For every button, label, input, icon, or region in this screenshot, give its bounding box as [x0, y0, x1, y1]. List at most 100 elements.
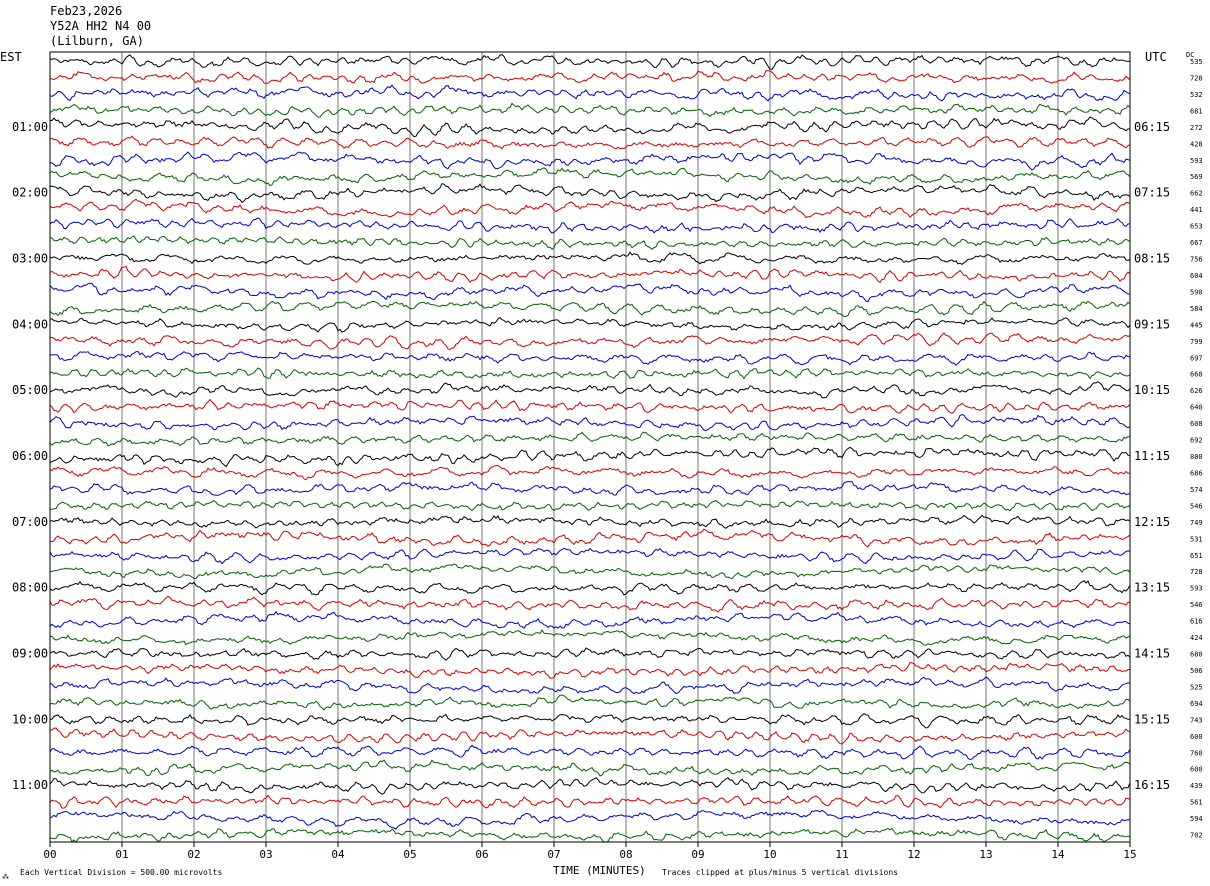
x-tick-label: 03: [259, 848, 272, 861]
trace-line: [50, 332, 1131, 351]
utc-hour-label: 14:15: [1134, 647, 1170, 661]
trace-line: [50, 350, 1131, 366]
dc-offset-label: 799: [1190, 338, 1203, 346]
dc-offset-label: 525: [1190, 683, 1203, 691]
trace-line: [49, 414, 1131, 432]
dc-offset-label: 584: [1190, 305, 1203, 313]
dc-offset-label: 692: [1190, 437, 1203, 445]
dc-offset-label: 626: [1190, 387, 1203, 395]
trace-line: [49, 464, 1131, 481]
dc-offset-label: 743: [1190, 716, 1203, 724]
x-tick-label: 15: [1123, 848, 1136, 861]
dc-offset-labels: 535 728 532 681 272 428 593 569 662 441 653 667 756 6…: [1190, 58, 1203, 840]
trace-line: [49, 776, 1131, 795]
trace-line: [49, 367, 1131, 380]
x-tick-label: 11: [835, 848, 848, 861]
header-date: Feb23,2026: [50, 4, 123, 18]
trace-line: [49, 759, 1131, 777]
trace-line: [49, 661, 1130, 679]
trace-line: [49, 827, 1131, 844]
dc-offset-label: 594: [1190, 815, 1203, 823]
trace-line: [49, 116, 1131, 138]
x-tick-label: 12: [907, 848, 920, 861]
trace-line: [49, 54, 1131, 70]
x-tick-label: 01: [115, 848, 128, 861]
dc-offset-label: 546: [1190, 601, 1203, 609]
dc-offset-label: 760: [1190, 749, 1203, 757]
dc-offset-label: 593: [1190, 585, 1203, 593]
est-hour-label: 10:00: [12, 712, 48, 726]
trace-line: [49, 446, 1131, 468]
plot-frame: [49, 51, 1131, 843]
trace-line: [49, 727, 1131, 745]
x-tick-label: 02: [187, 848, 200, 861]
utc-hour-label: 10:15: [1134, 383, 1170, 397]
dc-offset-label: 593: [1190, 157, 1203, 165]
clip-note: Traces clipped at plus/minus 5 vertical …: [662, 868, 898, 877]
dc-offset-label: 800: [1190, 453, 1203, 461]
trace-line: [49, 316, 1131, 333]
dc-header-label: DC: [1186, 51, 1194, 59]
x-tick-label: 13: [979, 848, 992, 861]
trace-line: [49, 398, 1131, 414]
scale-note: Each Vertical Division = 500.00 microvol…: [20, 868, 222, 877]
header-location: (Lilburn, GA): [50, 34, 144, 48]
trace-line: [49, 183, 1131, 203]
dc-offset-label: 668: [1190, 371, 1203, 379]
dc-offset-label: 608: [1190, 420, 1203, 428]
dc-offset-label: 728: [1190, 568, 1203, 576]
trace-line: [49, 580, 1131, 596]
trace-line: [49, 431, 1131, 447]
trace-line: [49, 151, 1131, 171]
x-tick-label: 14: [1051, 848, 1065, 861]
x-tick-label: 06: [475, 848, 488, 861]
dc-offset-label: 662: [1190, 190, 1203, 198]
trace-line: [49, 300, 1131, 318]
dc-offset-label: 702: [1190, 832, 1203, 840]
grid-lines: [121, 52, 1059, 842]
est-hour-label: 08:00: [12, 581, 48, 595]
dc-offset-label: 694: [1190, 700, 1203, 708]
trace-line: [49, 547, 1131, 565]
utc-hour-label: 13:15: [1134, 581, 1170, 595]
trace-line: [50, 712, 1131, 729]
utc-hour-label: 08:15: [1134, 252, 1170, 266]
dc-offset-label: 424: [1190, 634, 1203, 642]
utc-hour-label: 15:15: [1134, 712, 1170, 726]
dc-offset-label: 590: [1190, 288, 1203, 296]
dc-offset-label: 667: [1190, 239, 1203, 247]
dc-offset-label: 686: [1190, 469, 1203, 477]
trace-line: [49, 481, 1131, 496]
dc-offset-label: 697: [1190, 354, 1203, 362]
est-hour-label: 02:00: [12, 186, 48, 200]
utc-hour-label: 09:15: [1134, 317, 1170, 331]
dc-offset-label: 749: [1190, 519, 1203, 527]
dc-offset-label: 532: [1190, 91, 1203, 99]
trace-line: [49, 514, 1131, 529]
utc-hour-label: 07:15: [1134, 186, 1170, 200]
est-hour-label: 09:00: [12, 647, 48, 661]
utc-hour-label: 12:15: [1134, 515, 1170, 529]
seismic-traces: [49, 54, 1131, 844]
trace-line: [49, 102, 1131, 118]
dc-offset-label: 653: [1190, 223, 1203, 231]
x-axis-title: TIME (MINUTES): [553, 864, 646, 877]
x-tick-label: 05: [403, 848, 416, 861]
trace-line: [50, 528, 1131, 548]
trace-line: [49, 84, 1131, 102]
trace-line: [49, 809, 1131, 830]
dc-offset-label: 445: [1190, 321, 1203, 329]
trace-line: [49, 217, 1131, 234]
dc-offset-label: 441: [1190, 206, 1203, 214]
x-tick-label: 09: [691, 848, 704, 861]
trace-line: [49, 135, 1131, 150]
x-axis-ticks: 00 01 02 03 04 05 06 07 08 09 10 11 12 13 14 15: [43, 842, 1137, 861]
dc-offset-label: 756: [1190, 256, 1203, 264]
trace-line: [49, 694, 1131, 711]
dc-offset-label: 506: [1190, 667, 1203, 675]
utc-hour-label: 16:15: [1134, 778, 1170, 792]
est-hour-label: 04:00: [12, 317, 48, 331]
dc-offset-label: 728: [1190, 74, 1203, 82]
dc-offset-label: 561: [1190, 799, 1203, 807]
